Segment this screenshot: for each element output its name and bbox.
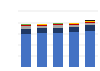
Bar — [21, 25, 31, 26]
Bar — [21, 29, 31, 34]
Bar — [69, 32, 79, 67]
Bar — [53, 24, 63, 25]
Bar — [37, 25, 47, 26]
Bar — [37, 33, 47, 67]
Bar — [37, 28, 47, 33]
Bar — [69, 23, 79, 24]
Bar — [53, 28, 63, 33]
Bar — [85, 25, 95, 31]
Bar — [21, 34, 31, 67]
Bar — [85, 23, 95, 25]
Bar — [69, 24, 79, 25]
Bar — [21, 24, 31, 25]
Bar — [85, 21, 95, 22]
Bar — [37, 26, 47, 28]
Bar — [69, 25, 79, 27]
Bar — [37, 24, 47, 25]
Bar — [85, 31, 95, 67]
Bar — [69, 27, 79, 32]
Bar — [21, 26, 31, 29]
Bar — [53, 33, 63, 67]
Bar — [85, 22, 95, 23]
Bar — [53, 25, 63, 28]
Bar — [53, 23, 63, 24]
Bar — [85, 20, 95, 21]
